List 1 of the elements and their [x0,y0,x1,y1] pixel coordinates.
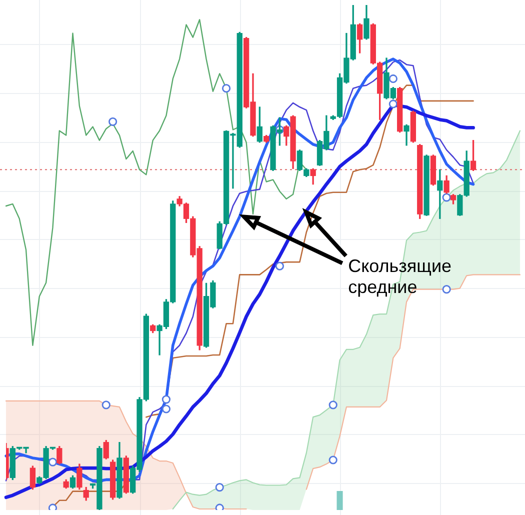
annotation: Скользящие средние [348,256,452,297]
